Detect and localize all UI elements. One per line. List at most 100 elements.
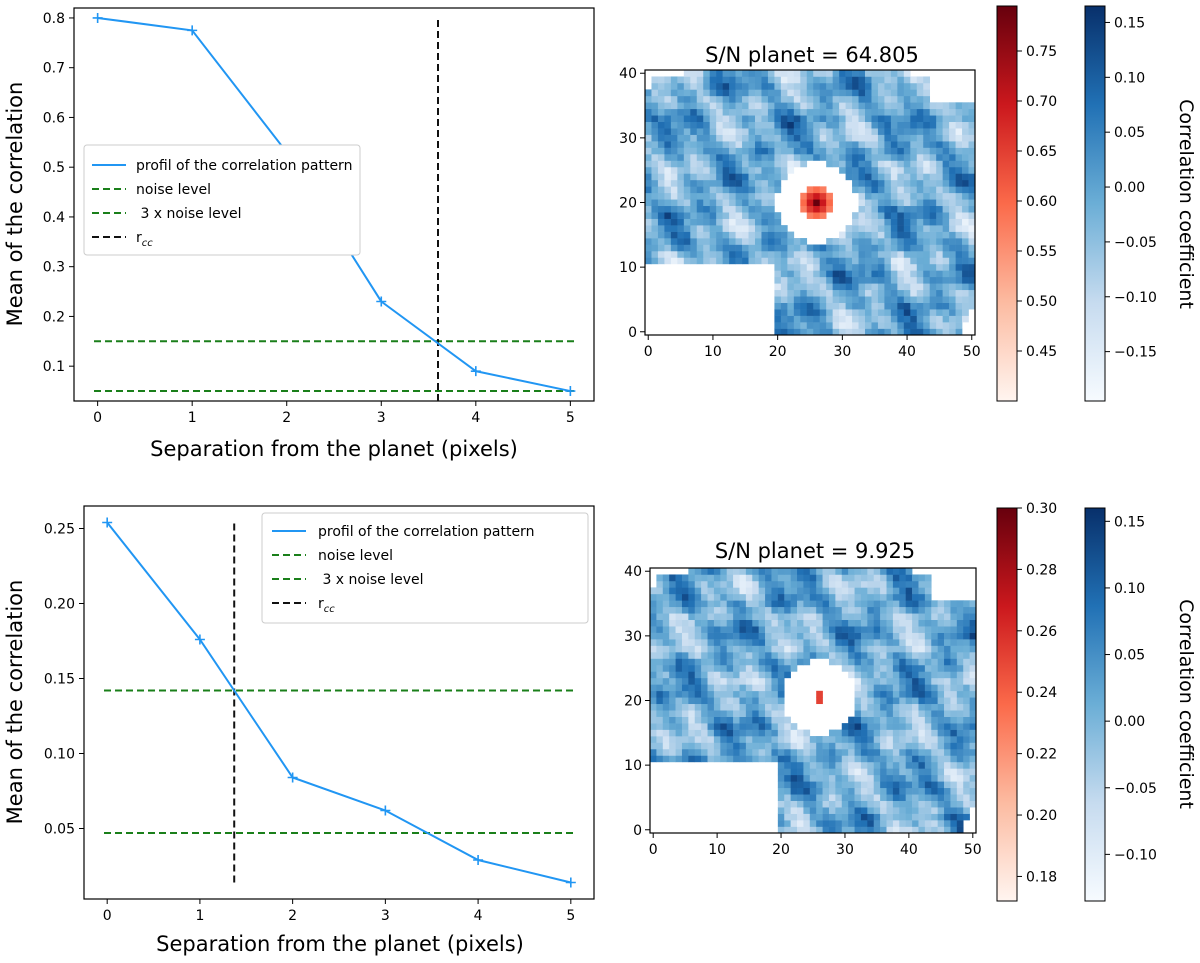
bottom-map-cell xyxy=(969,781,977,789)
bottom-map-cell xyxy=(854,774,862,782)
top-map-cell xyxy=(839,95,846,103)
bottom-map-cell xyxy=(694,658,702,666)
bottom-map-cell xyxy=(720,619,728,627)
bottom-map-cell xyxy=(809,826,817,834)
top-map-cell xyxy=(884,179,892,187)
top-map-cell xyxy=(722,82,730,90)
top-map-cell xyxy=(910,263,918,271)
bottom-map-cell xyxy=(809,781,817,789)
top-map-cell xyxy=(806,141,814,148)
bottom-map-cell xyxy=(694,671,702,679)
top-line-chart: 0 1 2 3 4 50.10.20.30.40.50.60.70.8 Separatio… xyxy=(3,7,595,461)
bottom-map-cell xyxy=(944,755,951,763)
top-map-cell xyxy=(949,270,956,278)
bottom-map-cell xyxy=(931,697,938,705)
top-map-cell xyxy=(858,212,866,219)
top-map-cell xyxy=(787,134,795,142)
top-map-cell xyxy=(877,128,885,135)
bottom-map-cell xyxy=(701,664,708,672)
top-map-cell xyxy=(664,199,672,207)
bottom-map-cell xyxy=(963,761,970,769)
top-map-cell xyxy=(683,76,691,84)
bottom-map-cell xyxy=(944,807,951,814)
bottom-map-cell xyxy=(694,664,702,672)
bottom-map-cell xyxy=(963,658,970,666)
top-map-cell xyxy=(787,309,795,316)
top-map-cell xyxy=(903,95,911,103)
bottom-map-cell xyxy=(809,742,817,750)
bottom-map-cell xyxy=(867,800,875,808)
bottom-map-cell xyxy=(745,580,753,588)
top-map-cell xyxy=(884,250,892,258)
top-map-cell xyxy=(839,276,846,284)
top-map-cell xyxy=(722,121,730,129)
top-map-cell xyxy=(962,225,969,232)
bottom-map-cell xyxy=(873,684,881,692)
top-map-cell xyxy=(865,263,872,271)
top-map-cell xyxy=(936,322,943,329)
bottom-map-cell xyxy=(828,652,836,659)
bottom-map-cell xyxy=(777,716,785,724)
top-map-cell xyxy=(722,218,730,226)
bottom-map-cell xyxy=(822,761,830,769)
top-map-cell xyxy=(761,244,769,252)
bottom-map-cell xyxy=(713,632,721,640)
top-map-cell xyxy=(903,309,911,316)
top-map-cell xyxy=(742,205,749,213)
top-map-cell xyxy=(813,244,821,252)
top-ytick-label-4: 0.5 xyxy=(43,160,65,176)
top-map-cell xyxy=(871,315,879,323)
bottom-map-cell xyxy=(752,645,759,653)
top-map-cell xyxy=(742,147,749,155)
top-map-cell xyxy=(897,263,905,271)
bottom-map-cell xyxy=(867,703,875,711)
top-map-cell xyxy=(826,238,833,245)
bottom-map-cell xyxy=(867,677,875,685)
top-map-cell xyxy=(923,205,931,213)
top-map-cell xyxy=(735,102,743,110)
top-map-cell xyxy=(884,296,892,303)
bottom-map-cell xyxy=(854,710,862,717)
bottom-map-cell xyxy=(822,800,830,808)
bottom-map-cell xyxy=(899,619,906,627)
bottom-map-cell xyxy=(867,645,875,653)
top-map-cell xyxy=(664,115,672,123)
bottom-map-cell xyxy=(892,774,900,782)
top-map-cell xyxy=(962,302,969,310)
bottom-map-cell xyxy=(924,787,932,795)
top-map-cell xyxy=(690,154,698,161)
bottom-map-cell xyxy=(777,800,785,808)
bottom-map-cell xyxy=(675,729,683,737)
top-map-cell xyxy=(968,141,976,148)
top-map-cell xyxy=(955,134,963,142)
top-map-cell xyxy=(657,147,665,155)
bottom-map-cell xyxy=(790,781,798,789)
bottom-map-cell xyxy=(892,807,900,814)
bottom-map-cell xyxy=(733,690,740,698)
bottom-map-cell xyxy=(713,748,721,756)
bottom-map-cell xyxy=(899,813,906,821)
bottom-map-cell xyxy=(867,761,875,769)
bottom-map-cell xyxy=(694,600,702,608)
bottom-map-cell xyxy=(713,652,721,659)
top-map-cell xyxy=(839,166,846,174)
bottom-map-cell xyxy=(790,574,798,582)
bottom-map-cell xyxy=(745,652,753,659)
bottom-map-cell xyxy=(918,664,926,672)
top-map-xtick-label-4: 40 xyxy=(898,344,916,360)
bottom-map-cell xyxy=(809,632,817,640)
bottom-map-cell xyxy=(924,742,932,750)
top-map-cell xyxy=(890,108,898,116)
top-planet-cell xyxy=(826,205,833,213)
bottom-map-cell xyxy=(886,684,894,692)
top-map-cell xyxy=(767,244,775,252)
top-map-cell xyxy=(716,166,723,174)
top-map-cell xyxy=(703,128,711,135)
bottom-map-cell xyxy=(892,710,900,717)
bottom-map-cell xyxy=(765,574,772,582)
top-map-cell xyxy=(910,166,918,174)
top-map-cell xyxy=(910,192,918,200)
top-map-cell xyxy=(903,276,911,284)
bottom-red-cb-tick-label-3: 0.24 xyxy=(1026,685,1057,701)
top-map-cell xyxy=(871,309,879,316)
